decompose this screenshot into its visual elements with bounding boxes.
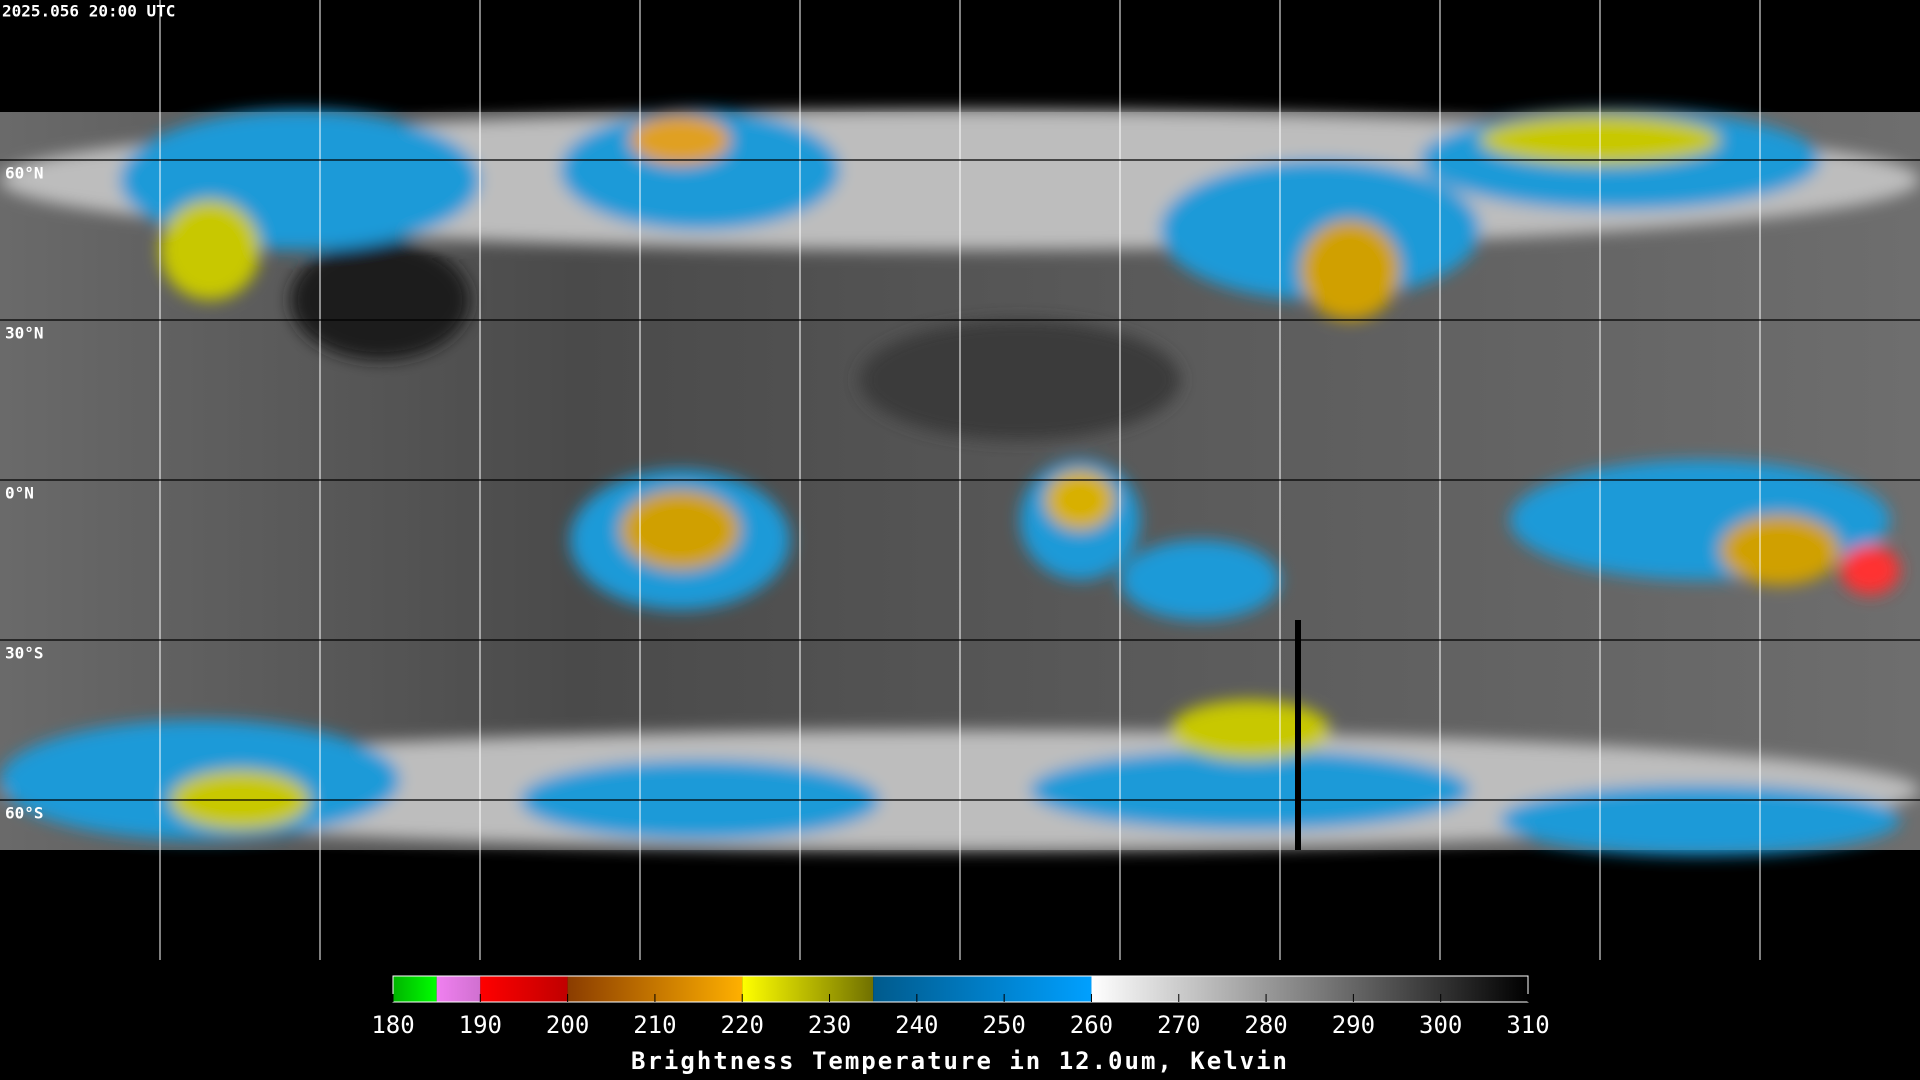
latitude-label: 60°S	[5, 804, 44, 823]
colorbar-title: Brightness Temperature in 12.0um, Kelvin	[631, 1047, 1289, 1075]
colorbar-segment	[873, 976, 1092, 1002]
colorbar-tick-label: 200	[546, 1011, 589, 1039]
colorbar-tick-label: 270	[1157, 1011, 1200, 1039]
colorbar-tick-label: 210	[633, 1011, 676, 1039]
colorbar-tick-label: 300	[1419, 1011, 1462, 1039]
timestamp: 2025.056 20:00 UTC	[2, 2, 175, 21]
colorbar-segment	[1091, 976, 1528, 1002]
colorbar-tick-label: 220	[721, 1011, 764, 1039]
colorbar: 180 190 200 210 220 230 240 250 260 270 280 290 300 3…	[371, 975, 1550, 1039]
colorbar-segment	[393, 976, 437, 1002]
colorbar-tick-label: 190	[459, 1011, 502, 1039]
latitude-label: 0°N	[5, 484, 34, 503]
colorbar-frame	[392, 975, 1529, 1003]
colorbar-tick-label: 260	[1070, 1011, 1113, 1039]
colorbar-tick-label: 240	[895, 1011, 938, 1039]
latitude-labels: 60°N 30°N 0°N 30°S 60°S	[5, 164, 44, 823]
colorbar-segment	[436, 976, 481, 1002]
latitude-label: 30°S	[5, 644, 44, 663]
colorbar-tick-label: 290	[1332, 1011, 1375, 1039]
colorbar-tick-label: 180	[371, 1011, 414, 1039]
graticule	[159, 0, 1761, 960]
colorbar-tick-label: 280	[1244, 1011, 1287, 1039]
colorbar-segment	[742, 976, 874, 1002]
latitude-label: 60°N	[5, 164, 44, 183]
colorbar-tick-label: 250	[982, 1011, 1025, 1039]
latitude-label: 30°N	[5, 324, 44, 343]
colorbar-tick-label: 310	[1506, 1011, 1549, 1039]
colorbar-segment	[480, 976, 568, 1002]
colorbar-tick-label: 230	[808, 1011, 851, 1039]
